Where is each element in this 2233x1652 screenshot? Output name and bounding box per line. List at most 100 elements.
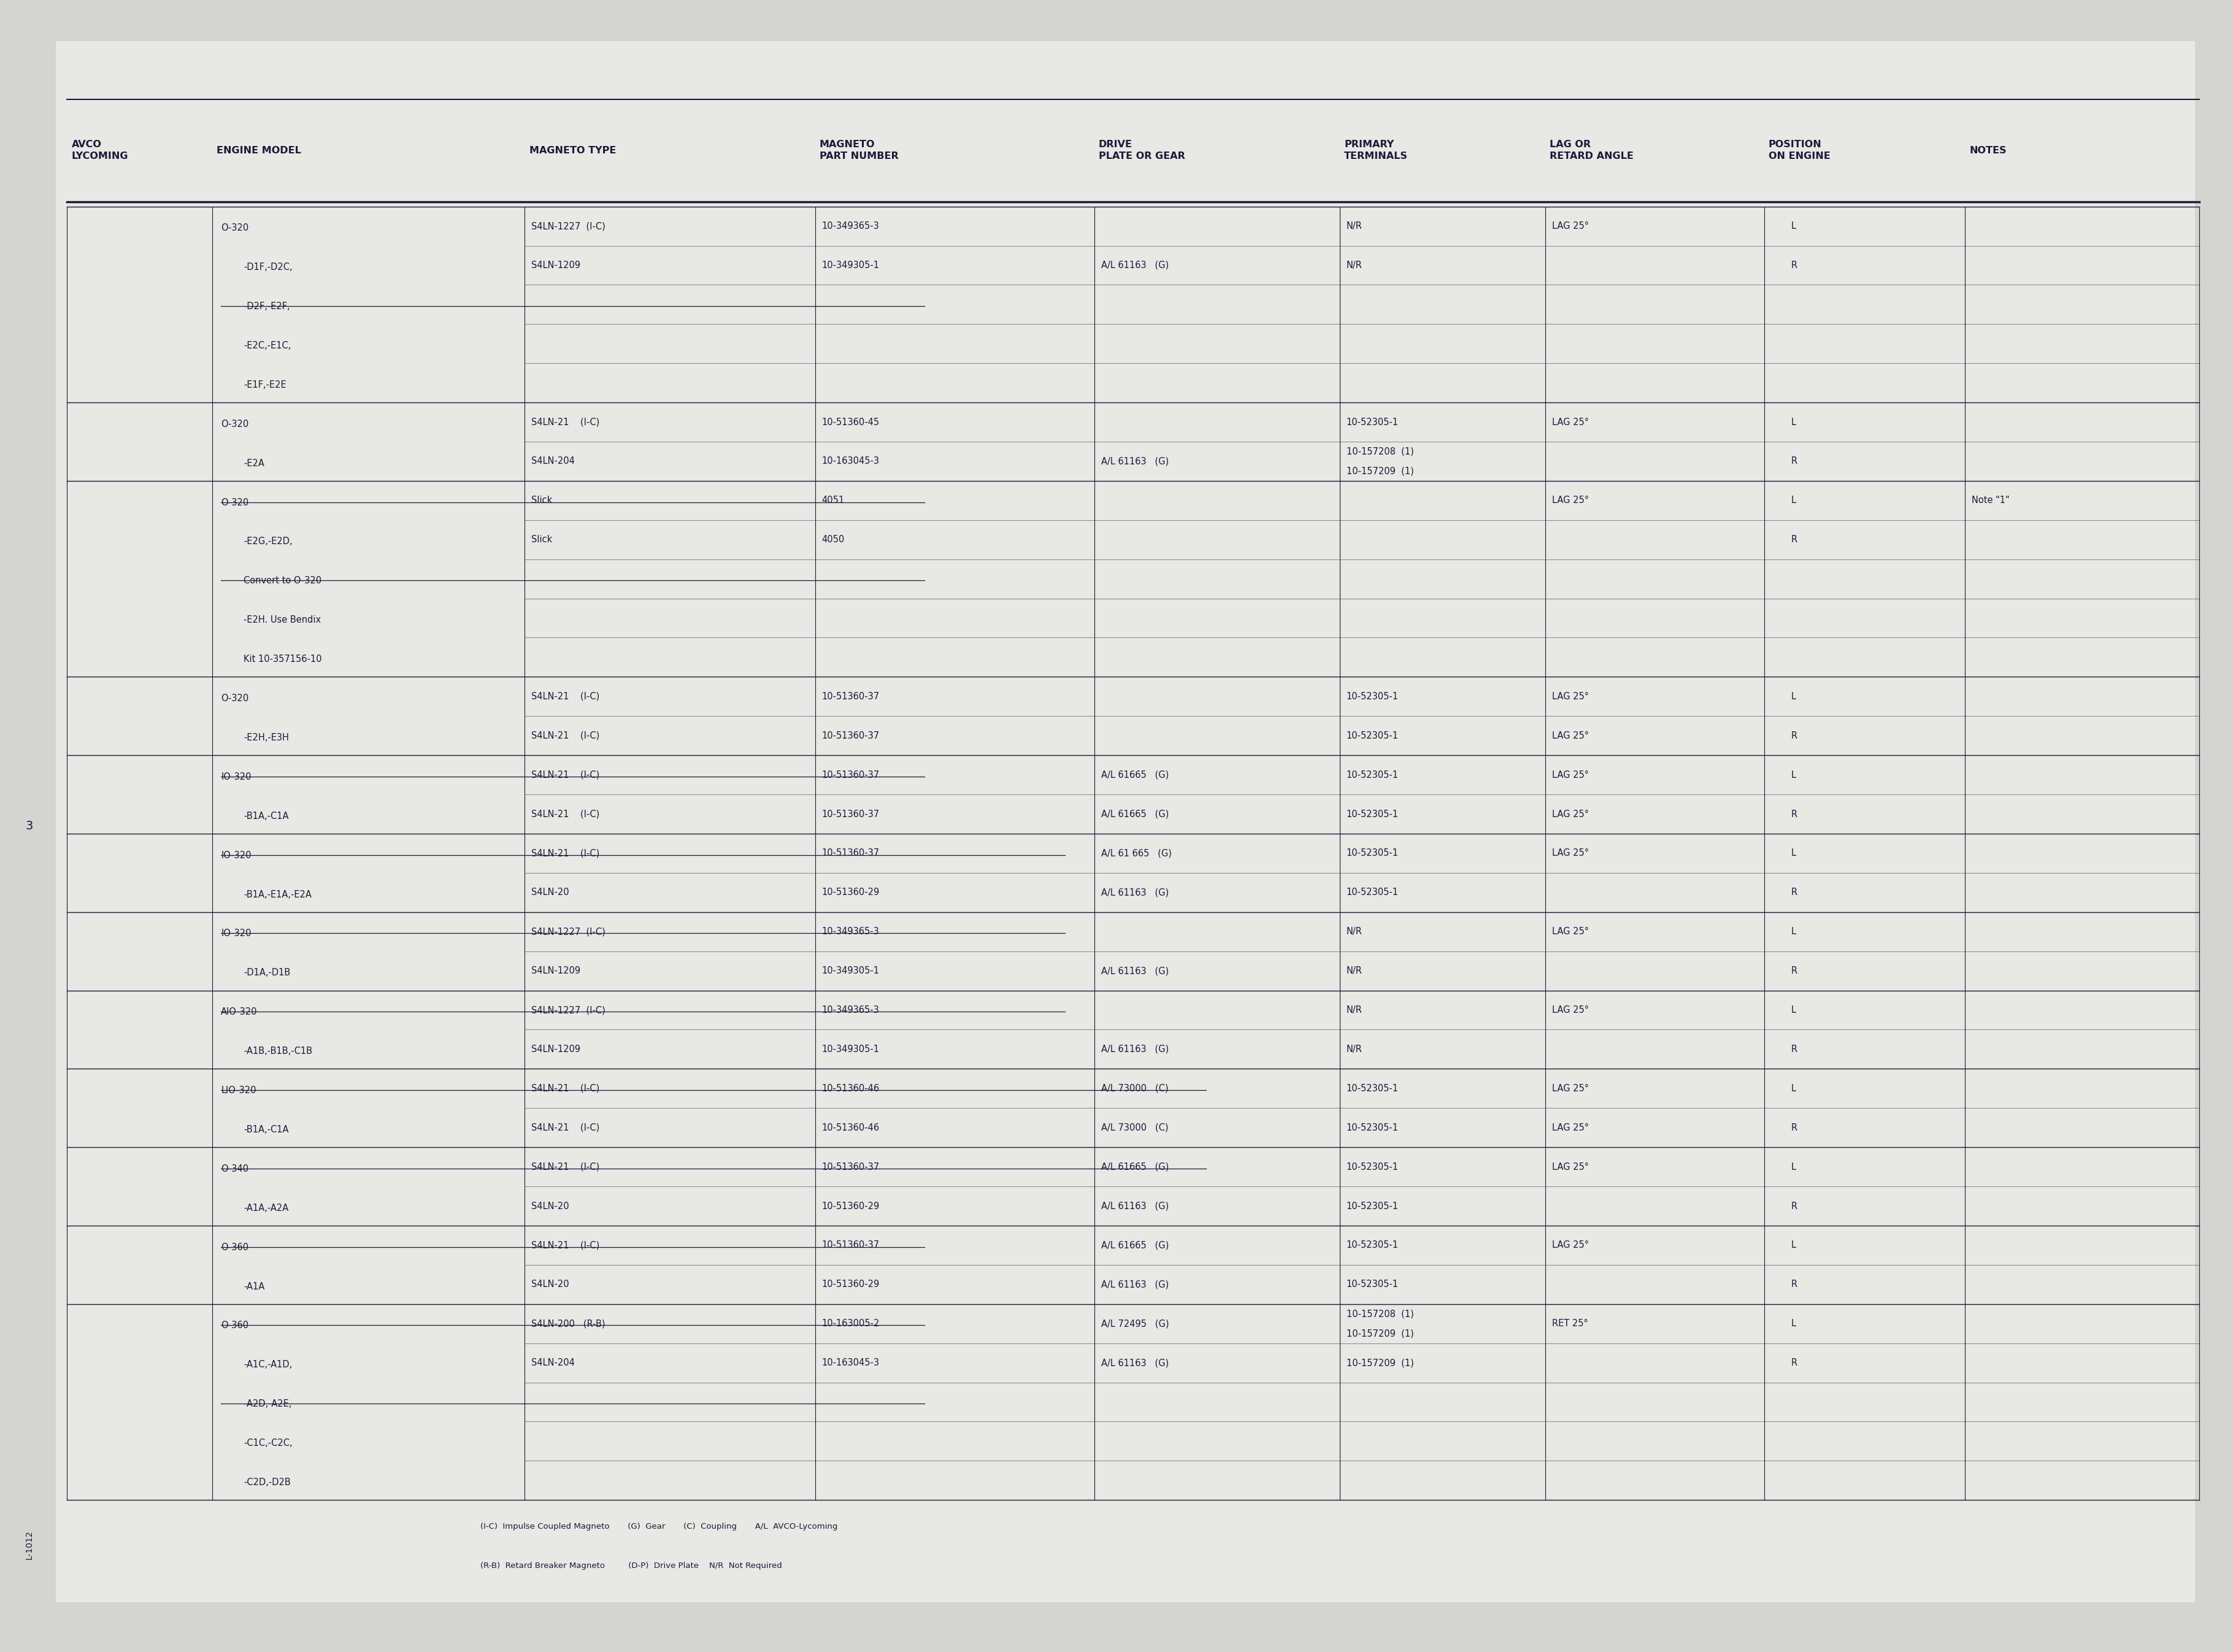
Text: -A1A,-A2A: -A1A,-A2A (243, 1203, 288, 1213)
Text: R: R (1791, 732, 1798, 740)
Text: S4LN-20: S4LN-20 (531, 1280, 569, 1289)
Text: LAG 25°: LAG 25° (1552, 692, 1588, 700)
Text: R: R (1791, 1123, 1798, 1132)
Text: AIO-320: AIO-320 (221, 1008, 257, 1016)
Text: A/L 61163   (G): A/L 61163 (G) (1101, 1280, 1168, 1289)
Text: IO-320: IO-320 (221, 928, 252, 938)
Text: S4LN-21    (I-C): S4LN-21 (I-C) (531, 770, 601, 780)
Text: LAG OR
RETARD ANGLE: LAG OR RETARD ANGLE (1550, 140, 1635, 160)
Text: 10-52305-1: 10-52305-1 (1346, 1163, 1398, 1171)
Text: S4LN-1227  (I-C): S4LN-1227 (I-C) (531, 927, 605, 937)
Text: A/L 61163   (G): A/L 61163 (G) (1101, 966, 1168, 975)
Text: Note "1": Note "1" (1972, 496, 2010, 506)
Text: -A1C,-A1D,: -A1C,-A1D, (243, 1360, 293, 1370)
Text: -B1A,-C1A: -B1A,-C1A (243, 811, 288, 821)
Text: RET 25°: RET 25° (1552, 1318, 1588, 1328)
Text: A/L 73000   (C): A/L 73000 (C) (1101, 1123, 1168, 1132)
Text: 10-51360-37: 10-51360-37 (822, 809, 880, 819)
Text: A/L 61163   (G): A/L 61163 (G) (1101, 1044, 1168, 1054)
Text: R: R (1791, 887, 1798, 897)
Text: S4LN-21    (I-C): S4LN-21 (I-C) (531, 1241, 601, 1251)
Text: -E2H,-E3H: -E2H,-E3H (243, 733, 288, 742)
Text: 10-157209  (1): 10-157209 (1) (1346, 1328, 1413, 1338)
Text: R: R (1791, 535, 1798, 544)
Text: AVCO
LYCOMING: AVCO LYCOMING (71, 140, 127, 160)
Text: S4LN-21    (I-C): S4LN-21 (I-C) (531, 418, 601, 426)
Text: O-320: O-320 (221, 694, 248, 704)
Text: A/L 61665   (G): A/L 61665 (G) (1101, 1163, 1168, 1171)
Text: L: L (1791, 692, 1795, 700)
Text: -A1B,-B1B,-C1B: -A1B,-B1B,-C1B (243, 1047, 313, 1056)
Text: S4LN-1209: S4LN-1209 (531, 261, 581, 269)
Text: A/L 72495   (G): A/L 72495 (G) (1101, 1318, 1168, 1328)
Text: LAG 25°: LAG 25° (1552, 1241, 1588, 1251)
Text: N/R: N/R (1346, 966, 1362, 975)
Text: -E2C,-E1C,: -E2C,-E1C, (243, 340, 290, 350)
Text: 10-52305-1: 10-52305-1 (1346, 1123, 1398, 1132)
Text: L: L (1791, 1006, 1795, 1014)
Text: -E1F,-E2E: -E1F,-E2E (243, 380, 286, 390)
Text: ENGINE MODEL: ENGINE MODEL (217, 145, 301, 155)
Text: O-320: O-320 (221, 420, 248, 428)
Text: 10-157208  (1): 10-157208 (1) (1346, 1310, 1413, 1318)
Text: LAG 25°: LAG 25° (1552, 1084, 1588, 1094)
Text: LAG 25°: LAG 25° (1552, 927, 1588, 937)
Text: O-360: O-360 (221, 1242, 248, 1252)
Text: LAG 25°: LAG 25° (1552, 1006, 1588, 1014)
Text: Kit 10-357156-10: Kit 10-357156-10 (243, 654, 322, 664)
Text: 10-349305-1: 10-349305-1 (822, 261, 880, 269)
Text: 10-51360-37: 10-51360-37 (822, 849, 880, 857)
Text: A/L 61665   (G): A/L 61665 (G) (1101, 809, 1168, 819)
Text: N/R: N/R (1346, 221, 1362, 231)
Text: 10-51360-29: 10-51360-29 (822, 1201, 880, 1211)
Text: 10-349365-3: 10-349365-3 (822, 221, 880, 231)
Text: L-1012: L-1012 (25, 1530, 33, 1559)
Text: LAG 25°: LAG 25° (1552, 1163, 1588, 1171)
Text: S4LN-200   (R-B): S4LN-200 (R-B) (531, 1318, 605, 1328)
Text: LAG 25°: LAG 25° (1552, 809, 1588, 819)
Text: MAGNETO TYPE: MAGNETO TYPE (529, 145, 616, 155)
Text: S4LN-1227  (I-C): S4LN-1227 (I-C) (531, 1006, 605, 1014)
Text: -C1C,-C2C,: -C1C,-C2C, (243, 1439, 293, 1447)
Text: PRIMARY
TERMINALS: PRIMARY TERMINALS (1344, 140, 1409, 160)
Text: -E2H. Use Bendix: -E2H. Use Bendix (243, 616, 322, 624)
Text: LAG 25°: LAG 25° (1552, 221, 1588, 231)
Text: 10-157209  (1): 10-157209 (1) (1346, 1358, 1413, 1368)
Text: MAGNETO
PART NUMBER: MAGNETO PART NUMBER (820, 140, 898, 160)
Text: LAG 25°: LAG 25° (1552, 1123, 1588, 1132)
Text: R: R (1791, 1201, 1798, 1211)
Text: IO-320: IO-320 (221, 851, 252, 859)
Text: (R-B)  Retard Breaker Magneto         (D-P)  Drive Plate    N/R  Not Required: (R-B) Retard Breaker Magneto (D-P) Drive… (480, 1563, 782, 1569)
Text: -D2F,-E2F,: -D2F,-E2F, (243, 302, 290, 311)
Text: A/L 61163   (G): A/L 61163 (G) (1101, 887, 1168, 897)
Text: R: R (1791, 261, 1798, 269)
Text: 4051: 4051 (822, 496, 844, 506)
Text: 10-51360-29: 10-51360-29 (822, 887, 880, 897)
Text: Convert to O-320: Convert to O-320 (243, 577, 322, 585)
Text: L: L (1791, 496, 1795, 506)
Text: LAG 25°: LAG 25° (1552, 418, 1588, 426)
Text: 10-51360-46: 10-51360-46 (822, 1084, 880, 1094)
Text: N/R: N/R (1346, 1006, 1362, 1014)
Text: S4LN-1209: S4LN-1209 (531, 1044, 581, 1054)
Text: 10-349365-3: 10-349365-3 (822, 1006, 880, 1014)
Text: N/R: N/R (1346, 927, 1362, 937)
Text: 10-51360-37: 10-51360-37 (822, 692, 880, 700)
Text: 10-51360-46: 10-51360-46 (822, 1123, 880, 1132)
Text: 10-52305-1: 10-52305-1 (1346, 1241, 1398, 1251)
Text: LAG 25°: LAG 25° (1552, 770, 1588, 780)
Text: -E2A: -E2A (243, 459, 263, 468)
Text: S4LN-21    (I-C): S4LN-21 (I-C) (531, 1084, 601, 1094)
Text: 4050: 4050 (822, 535, 844, 544)
Text: S4LN-204: S4LN-204 (531, 1358, 574, 1368)
Text: -D1A,-D1B: -D1A,-D1B (243, 968, 290, 978)
Text: 10-51360-45: 10-51360-45 (822, 418, 880, 426)
Text: Slick: Slick (531, 535, 552, 544)
Text: 10-52305-1: 10-52305-1 (1346, 418, 1398, 426)
Text: 10-349365-3: 10-349365-3 (822, 927, 880, 937)
Text: -B1A,-C1A: -B1A,-C1A (243, 1125, 288, 1135)
Text: L: L (1791, 418, 1795, 426)
Text: L: L (1791, 1318, 1795, 1328)
Text: L: L (1791, 221, 1795, 231)
Text: 10-51360-37: 10-51360-37 (822, 1163, 880, 1171)
